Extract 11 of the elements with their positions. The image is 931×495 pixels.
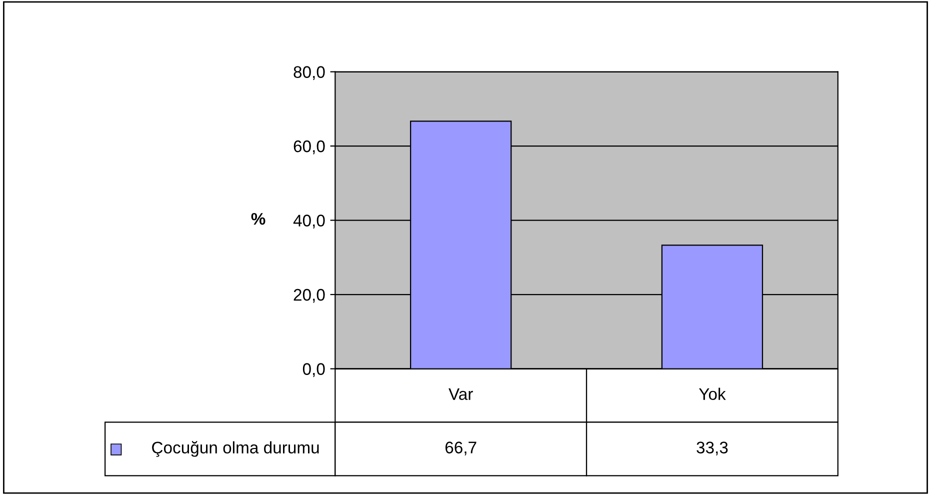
y-tick-label: 60,0 xyxy=(294,140,325,154)
legend-label: Çocuğun olma durumu xyxy=(152,441,319,457)
y-tick-label: 40,0 xyxy=(293,214,325,228)
data-label: 33,3 xyxy=(696,442,728,456)
y-tick-label: 80,0 xyxy=(294,66,325,80)
data-label: 66,7 xyxy=(445,442,476,456)
y-tick-label: 20,0 xyxy=(294,288,325,303)
x-tick-label: Var xyxy=(448,388,473,400)
y-axis-title: % xyxy=(251,212,266,225)
x-tick-label: Yok xyxy=(698,388,726,400)
y-tick-label: 0,0 xyxy=(302,363,325,377)
